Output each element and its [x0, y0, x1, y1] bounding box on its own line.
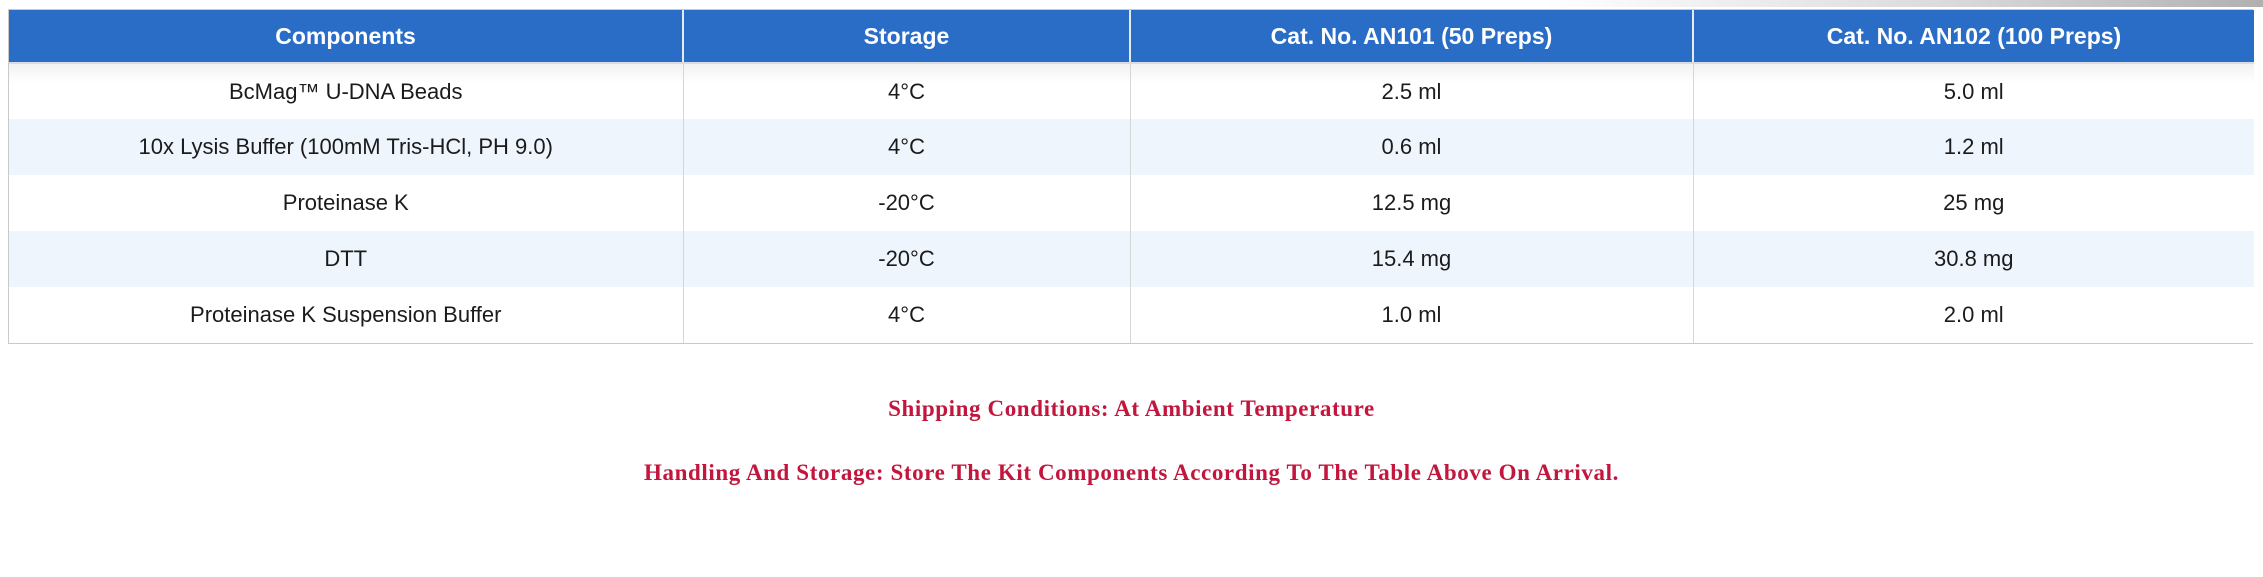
cell-storage: 4°C	[683, 63, 1131, 119]
cell-an102-qty: 30.8 mg	[1693, 231, 2254, 287]
cell-component-name: Proteinase K	[9, 175, 684, 231]
top-shadow	[1543, 0, 2263, 7]
cell-an102-qty: 5.0 ml	[1693, 63, 2254, 119]
table-row: 10x Lysis Buffer (100mM Tris-HCl, PH 9.0…	[9, 119, 2254, 175]
column-header-an101: Cat. No. AN101 (50 Preps)	[1130, 10, 1694, 64]
cell-an101-qty: 2.5 ml	[1130, 63, 1694, 119]
cell-an102-qty: 25 mg	[1693, 175, 2254, 231]
cell-an102-qty: 2.0 ml	[1693, 287, 2254, 343]
cell-an101-qty: 1.0 ml	[1130, 287, 1694, 343]
cell-an101-qty: 15.4 mg	[1130, 231, 1694, 287]
cell-component-name: Proteinase K Suspension Buffer	[9, 287, 684, 343]
shipping-conditions-note: Shipping Conditions: At Ambient Temperat…	[888, 396, 1375, 421]
cell-component-name: BcMag™ U-DNA Beads	[9, 63, 684, 119]
cell-storage: 4°C	[683, 119, 1131, 175]
cell-an101-qty: 0.6 ml	[1130, 119, 1694, 175]
cell-storage: -20°C	[683, 231, 1131, 287]
cell-component-name: DTT	[9, 231, 684, 287]
table-row: BcMag™ U-DNA Beads 4°C 2.5 ml 5.0 ml	[9, 63, 2254, 119]
table-row: DTT -20°C 15.4 mg 30.8 mg	[9, 231, 2254, 287]
table-row: Proteinase K -20°C 12.5 mg 25 mg	[9, 175, 2254, 231]
column-header-components: Components	[9, 10, 684, 64]
components-table: Components Storage Cat. No. AN101 (50 Pr…	[9, 10, 2254, 343]
cell-an101-qty: 12.5 mg	[1130, 175, 1694, 231]
kit-components-table: Components Storage Cat. No. AN101 (50 Pr…	[8, 9, 2254, 344]
cell-component-name: 10x Lysis Buffer (100mM Tris-HCl, PH 9.0…	[9, 119, 684, 175]
handling-storage-note: Handling And Storage: Store The Kit Comp…	[644, 460, 1619, 485]
cell-storage: -20°C	[683, 175, 1131, 231]
cell-an102-qty: 1.2 ml	[1693, 119, 2254, 175]
cell-storage: 4°C	[683, 287, 1131, 343]
column-header-storage: Storage	[683, 10, 1131, 64]
table-row: Proteinase K Suspension Buffer 4°C 1.0 m…	[9, 287, 2254, 343]
column-header-an102: Cat. No. AN102 (100 Preps)	[1693, 10, 2254, 64]
table-header-row: Components Storage Cat. No. AN101 (50 Pr…	[9, 10, 2254, 64]
